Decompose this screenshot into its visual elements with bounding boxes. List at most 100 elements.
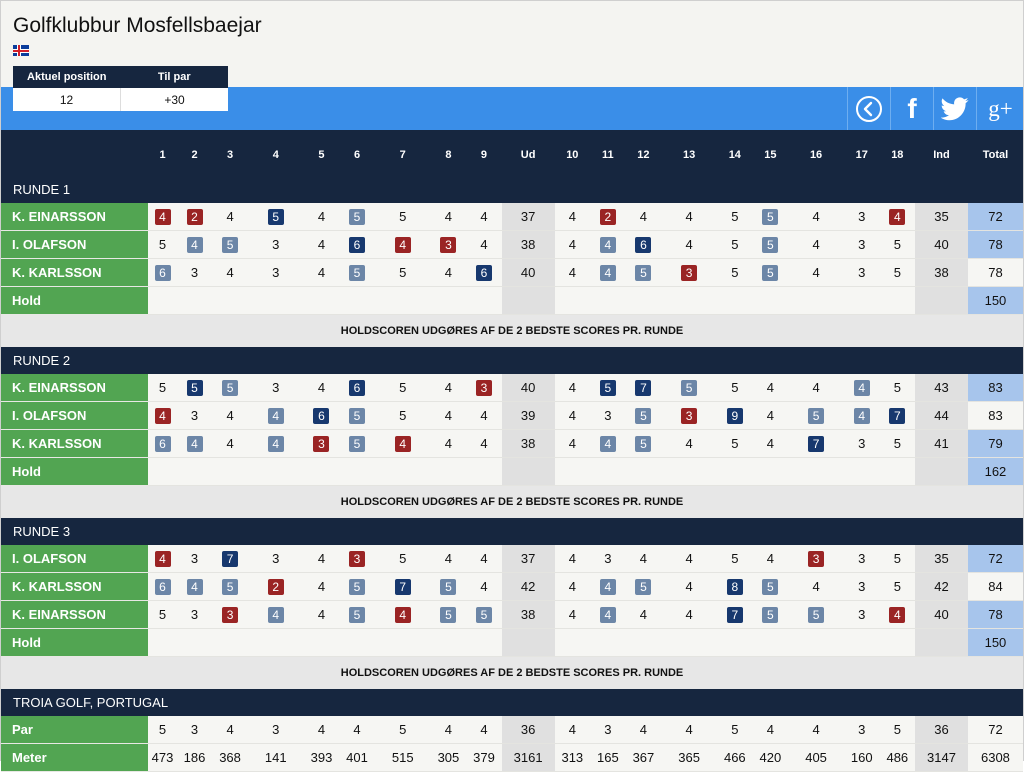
out-total: 38 — [501, 230, 555, 259]
hole-score: 5 — [212, 374, 248, 402]
hole-score: 5 — [717, 203, 753, 231]
hole-score: 5 — [879, 230, 916, 259]
hole-score: 4 — [554, 230, 591, 259]
hole-score: 5 — [752, 230, 789, 259]
hole-header-row: 1 2 3 4 5 6 7 8 9 Ud 10 11 12 13 14 15 16 17 18 Ind Total — [1, 130, 1023, 176]
hole-score: 3 — [176, 401, 213, 430]
score-badge: 3 — [475, 379, 492, 396]
hole-score: 4 — [590, 600, 626, 629]
round-title: RUNDE 1 — [1, 176, 1023, 203]
player-row[interactable]: K. KARLSSON 6 4 4 4 3 5 4 4 4 38 4 4 5 4 5 4 7 3 5 41 79 — [1, 429, 1023, 458]
score-badge: 5 — [440, 578, 457, 595]
hole-score: 5 — [339, 600, 375, 629]
player-name[interactable]: K. KARLSSON — [1, 429, 149, 458]
twitter-button[interactable] — [933, 87, 976, 130]
empty-cell — [590, 628, 626, 657]
googleplus-button[interactable]: g+ — [976, 87, 1024, 130]
score-badge: 4 — [186, 578, 203, 595]
player-row[interactable]: K. EINARSSON 5 3 3 4 4 5 4 5 5 38 4 4 4 4 7 5 5 3 4 40 78 — [1, 600, 1023, 629]
score-badge: 2 — [599, 208, 616, 225]
hole-score: 3 — [844, 203, 880, 231]
score-badge: 4 — [186, 236, 203, 253]
player-name[interactable]: K. KARLSSON — [1, 258, 149, 287]
hole-score: 4 — [625, 203, 662, 231]
score-badge: 4 — [853, 379, 870, 396]
hole-header: 12 — [625, 130, 662, 176]
hole-score: 4 — [430, 203, 467, 231]
player-name[interactable]: K. KARLSSON — [1, 572, 149, 601]
score-badge: 2 — [267, 578, 284, 595]
empty-cell — [148, 628, 177, 657]
course-in: 3147 — [915, 743, 968, 772]
hole-score: 4 — [590, 429, 626, 458]
hole-header: 6 — [339, 130, 375, 176]
hole-score: 3 — [339, 545, 375, 573]
hole-header: 11 — [590, 130, 626, 176]
hole-score: 5 — [374, 258, 431, 287]
hole-score: 4 — [466, 401, 502, 430]
score-badge: 5 — [222, 236, 239, 253]
hole-score: 6 — [339, 230, 375, 259]
hole-score: 3 — [661, 401, 718, 430]
player-name[interactable]: K. EINARSSON — [1, 203, 149, 231]
back-button[interactable] — [847, 87, 890, 130]
player-row[interactable]: I. OLAFSON 5 4 5 3 4 6 4 3 4 38 4 4 6 4 5 5 4 3 5 40 78 — [1, 230, 1023, 259]
empty-cell — [590, 286, 626, 315]
hole-header: 7 — [374, 130, 431, 176]
hole-score: 6 — [148, 572, 177, 601]
round-total: 83 — [967, 374, 1023, 402]
player-row[interactable]: I. OLAFSON 4 3 7 3 4 3 5 4 4 37 4 3 4 4 5 4 3 3 5 35 72 — [1, 545, 1023, 573]
in-total: 40 — [915, 600, 968, 629]
hole-score: 5 — [625, 258, 662, 287]
score-badge: 5 — [681, 379, 698, 396]
hole-score: 4 — [844, 401, 880, 430]
empty-cell — [844, 457, 880, 486]
hole-score: 5 — [339, 572, 375, 601]
course-value: 393 — [303, 743, 340, 772]
player-row[interactable]: K. EINARSSON 4 2 4 5 4 5 5 4 4 37 4 2 4 4 5 5 4 3 4 35 72 — [1, 203, 1023, 231]
course-value: 4 — [466, 716, 502, 744]
course-value: 3 — [844, 716, 880, 744]
score-badge: 7 — [635, 379, 652, 396]
facebook-button[interactable]: f — [890, 87, 933, 130]
hole-score: 3 — [844, 258, 880, 287]
player-name[interactable]: K. EINARSSON — [1, 374, 149, 402]
hole-score: 3 — [466, 374, 502, 402]
hole-score: 5 — [752, 203, 789, 231]
player-row[interactable]: K. EINARSSON 5 5 5 3 4 6 5 4 3 40 4 5 7 5 5 4 4 4 5 43 83 — [1, 374, 1023, 402]
empty-cell — [212, 628, 248, 657]
hole-header: 3 — [212, 130, 248, 176]
player-name[interactable]: K. EINARSSON — [1, 600, 149, 629]
score-badge: 5 — [349, 264, 365, 281]
hole-score: 4 — [879, 600, 916, 629]
hold-total: 162 — [967, 457, 1023, 486]
hole-score: 5 — [717, 429, 753, 458]
empty-cell — [148, 286, 177, 315]
hole-header: 5 — [303, 130, 340, 176]
hole-score: 3 — [303, 429, 340, 458]
empty-cell — [717, 628, 753, 657]
player-row[interactable]: I. OLAFSON 4 3 4 4 6 5 5 4 4 39 4 3 5 3 9 4 5 4 7 44 83 — [1, 401, 1023, 430]
player-row[interactable]: K. KARLSSON 6 4 5 2 4 5 7 5 4 42 4 4 5 4 8 5 4 3 5 42 84 — [1, 572, 1023, 601]
score-badge: 4 — [889, 208, 906, 225]
in-empty — [915, 628, 968, 657]
score-badge: 3 — [681, 407, 698, 424]
hole-score: 3 — [247, 374, 304, 402]
score-badge: 5 — [475, 606, 492, 623]
hole-score: 6 — [148, 429, 177, 458]
empty-cell — [430, 457, 467, 486]
hole-score: 3 — [661, 258, 718, 287]
hole-score: 7 — [625, 374, 662, 402]
course-value: 368 — [212, 743, 248, 772]
hole-score: 5 — [879, 572, 916, 601]
hole-score: 5 — [625, 401, 662, 430]
hole-score: 6 — [303, 401, 340, 430]
player-name[interactable]: I. OLAFSON — [1, 545, 149, 573]
player-name[interactable]: I. OLAFSON — [1, 401, 149, 430]
empty-cell — [339, 286, 375, 315]
hole-score: 4 — [752, 374, 789, 402]
player-row[interactable]: K. KARLSSON 6 3 4 3 4 5 5 4 6 40 4 4 5 3 5 5 4 3 5 38 78 — [1, 258, 1023, 287]
player-name[interactable]: I. OLAFSON — [1, 230, 149, 259]
hole-score: 5 — [374, 374, 431, 402]
hole-score: 5 — [879, 374, 916, 402]
